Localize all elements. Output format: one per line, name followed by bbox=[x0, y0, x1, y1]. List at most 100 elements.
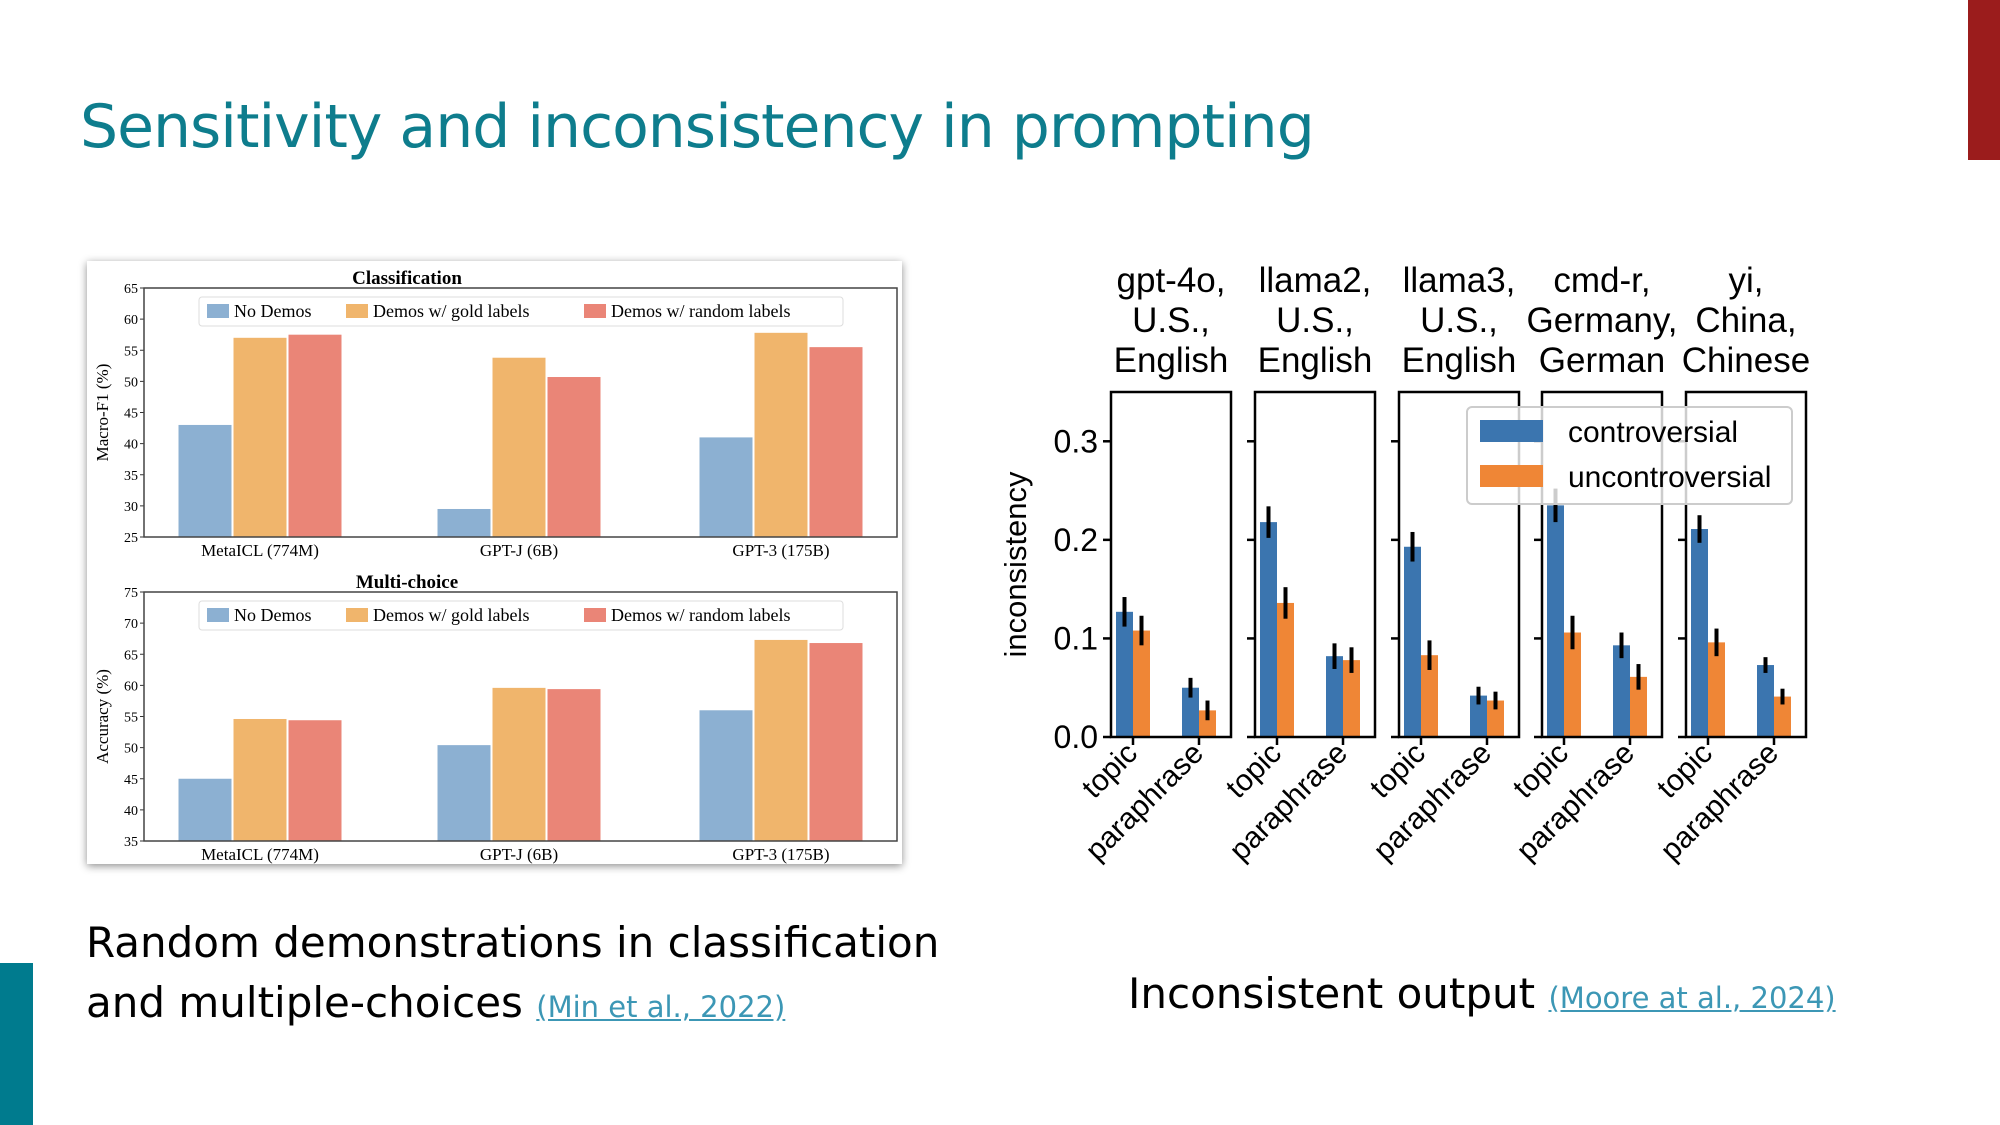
panel-title-line: English bbox=[1258, 341, 1373, 380]
panel-title-line: llama3, bbox=[1403, 261, 1516, 300]
right-caption-text: Inconsistent output bbox=[1128, 969, 1536, 1018]
y-tick-label: 40 bbox=[124, 804, 138, 819]
y-tick-label: 50 bbox=[124, 375, 138, 390]
side-accent-bar bbox=[0, 963, 33, 1125]
y-tick-label: 45 bbox=[124, 407, 138, 422]
y-axis-label: Accuracy (%) bbox=[93, 669, 112, 764]
bar-controversial bbox=[1613, 645, 1630, 737]
bar-uncontroversial bbox=[1133, 630, 1150, 737]
panel-title-line: English bbox=[1114, 341, 1229, 380]
legend-swatch bbox=[584, 304, 606, 318]
bar-uncontroversial bbox=[1774, 696, 1791, 737]
legend-label: No Demos bbox=[234, 301, 312, 321]
legend-swatch bbox=[1480, 420, 1543, 442]
bar-controversial bbox=[1116, 611, 1133, 737]
legend-swatch bbox=[207, 608, 229, 622]
y-tick-label: 60 bbox=[124, 313, 138, 328]
grouped-bar-charts: Classification 25 30 35 40 45 50 55 60 65 Macro-F1… bbox=[93, 268, 898, 864]
bar-uncontroversial bbox=[1708, 642, 1725, 737]
bar-controversial bbox=[1470, 695, 1487, 737]
chart-multi-choice: Multi-choice 35 40 45 50 55 60 65 70 75 Accuracy (… bbox=[93, 572, 898, 864]
y-tick-label: 45 bbox=[124, 773, 138, 788]
bar-demos-w-random-labels bbox=[809, 643, 863, 841]
bar-no-demos bbox=[699, 437, 753, 537]
slide-title: Sensitivity and inconsistency in prompti… bbox=[80, 92, 1315, 163]
panel-title-line: U.S., bbox=[1132, 301, 1210, 340]
plot-frame bbox=[143, 287, 898, 538]
panel-title-line: Germany, bbox=[1526, 301, 1677, 340]
panel-title-line: U.S., bbox=[1420, 301, 1498, 340]
x-tick-label: MetaICL (774M) bbox=[201, 845, 319, 864]
y-tick-label: 50 bbox=[124, 742, 138, 757]
bar-demos-w-gold-labels bbox=[492, 687, 546, 841]
panel-frame bbox=[1397, 390, 1521, 739]
citation-link-moore[interactable]: (Moore at al., 2024) bbox=[1548, 981, 1836, 1015]
bar-controversial bbox=[1547, 505, 1564, 737]
y-tick-label: 30 bbox=[124, 500, 138, 515]
bar-controversial bbox=[1691, 529, 1708, 737]
legend-label: Demos w/ gold labels bbox=[373, 605, 529, 625]
legend-label: Demos w/ gold labels bbox=[373, 301, 529, 321]
bar-demos-w-random-labels bbox=[547, 689, 601, 841]
bar-demos-w-gold-labels bbox=[754, 639, 808, 841]
y-tick-label: 60 bbox=[124, 679, 138, 694]
legend-label: controversial bbox=[1568, 416, 1738, 449]
y-tick-label: 25 bbox=[124, 531, 138, 546]
legend-label: No Demos bbox=[234, 605, 312, 625]
left-caption-line1: Random demonstrations in classification bbox=[86, 918, 940, 967]
inconsistency-facet-chart: gpt-4o,U.S.,Englishtopicparaphrasellama2… bbox=[998, 261, 1810, 867]
legend: No Demos Demos w/ gold labels Demos w/ ran… bbox=[198, 600, 844, 631]
bar-controversial bbox=[1182, 687, 1199, 737]
bar-controversial bbox=[1326, 656, 1343, 737]
bar-no-demos bbox=[437, 745, 491, 841]
legend-label: uncontroversial bbox=[1568, 461, 1771, 494]
panel-frame bbox=[1684, 390, 1808, 739]
panel-frame bbox=[1253, 390, 1377, 739]
legend-swatch bbox=[1480, 465, 1543, 487]
bar-demos-w-random-labels bbox=[809, 347, 863, 537]
citation-link-min[interactable]: (Min et al., 2022) bbox=[536, 990, 786, 1024]
y-tick-label: 0.3 bbox=[1054, 423, 1098, 459]
bar-uncontroversial bbox=[1630, 676, 1647, 737]
left-caption-line2-text: and multiple-choices bbox=[86, 978, 523, 1027]
x-tick-label: GPT-3 (175B) bbox=[732, 845, 829, 864]
legend: No Demos Demos w/ gold labels Demos w/ ran… bbox=[198, 296, 844, 327]
bar-uncontroversial bbox=[1564, 632, 1581, 737]
bar-controversial bbox=[1757, 665, 1774, 737]
bar-demos-w-gold-labels bbox=[754, 332, 808, 537]
legend: controversial uncontroversial bbox=[1466, 406, 1793, 505]
legend-swatch bbox=[346, 304, 368, 318]
panel-title-line: yi, bbox=[1729, 261, 1764, 300]
y-tick-label: 70 bbox=[124, 617, 138, 632]
x-tick-label: GPT-3 (175B) bbox=[732, 541, 829, 560]
panel-title-line: China, bbox=[1695, 301, 1796, 340]
panel-title-line: English bbox=[1402, 341, 1517, 380]
panel-title-line: German bbox=[1539, 341, 1665, 380]
bar-demos-w-random-labels bbox=[288, 720, 342, 841]
bar-demos-w-random-labels bbox=[547, 377, 601, 537]
legend-swatch bbox=[207, 304, 229, 318]
y-tick-label: 0.1 bbox=[1054, 620, 1098, 656]
bar-controversial bbox=[1260, 522, 1277, 737]
bar-demos-w-random-labels bbox=[288, 334, 342, 537]
x-tick-label: MetaICL (774M) bbox=[201, 541, 319, 560]
bar-no-demos bbox=[699, 710, 753, 841]
panel-title-line: Chinese bbox=[1682, 341, 1810, 380]
chart-title: Classification bbox=[352, 268, 462, 289]
y-tick-label: 55 bbox=[124, 711, 138, 726]
bar-no-demos bbox=[178, 778, 232, 841]
corner-accent-bar bbox=[1968, 0, 2000, 160]
bar-uncontroversial bbox=[1277, 602, 1294, 737]
x-tick-label: GPT-J (6B) bbox=[480, 845, 558, 864]
bar-uncontroversial bbox=[1421, 655, 1438, 737]
legend-box bbox=[1466, 406, 1793, 505]
left-caption-line2: and multiple-choices (Min et al., 2022) bbox=[86, 973, 939, 1037]
panel-title-line: gpt-4o, bbox=[1117, 261, 1226, 300]
legend-swatch bbox=[584, 608, 606, 622]
bar-demos-w-gold-labels bbox=[492, 357, 546, 537]
chart-title: Multi-choice bbox=[356, 572, 458, 593]
